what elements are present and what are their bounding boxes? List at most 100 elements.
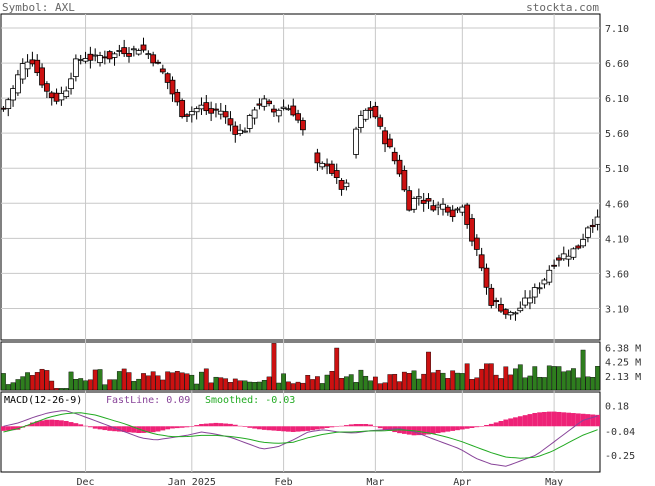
volume-bar	[508, 374, 514, 391]
macd-histogram-bar	[247, 426, 253, 428]
macd-histogram-bar	[382, 426, 388, 430]
volume-bar	[63, 388, 69, 391]
volume-bar	[556, 366, 562, 391]
candle-body	[362, 109, 369, 120]
volume-tick-label: 2.13 M	[605, 372, 641, 383]
macd-histogram-bar	[590, 414, 596, 427]
volume-bar	[174, 371, 180, 391]
candle-body	[213, 108, 219, 111]
macd-histogram-bar	[488, 423, 494, 427]
volume-bar	[484, 363, 489, 391]
volume-bar	[189, 374, 195, 391]
candle-body	[502, 309, 509, 315]
macd-histogram-bar	[232, 424, 238, 427]
candle-body	[87, 53, 94, 61]
candle-body	[328, 163, 335, 174]
macd-histogram-bar	[348, 424, 354, 427]
price-tick-label: 6.60	[605, 59, 629, 70]
candle-body	[464, 204, 471, 225]
candle-body	[589, 224, 596, 228]
volume-bar	[517, 364, 523, 391]
candle-body	[570, 248, 577, 258]
volume-bar	[358, 369, 364, 391]
candle-body	[39, 67, 45, 86]
volume-bar	[208, 382, 214, 391]
candle-body	[357, 115, 364, 128]
macd-histogram-bar	[107, 426, 113, 431]
candle-body	[246, 115, 253, 129]
volume-bar	[242, 380, 248, 391]
macd-histogram-bar	[295, 426, 301, 432]
macd-histogram-bar	[276, 426, 282, 431]
price-tick-label: 6.10	[605, 94, 629, 105]
macd-histogram-bar	[121, 426, 127, 432]
macd-histogram-bar	[141, 426, 146, 433]
volume-bar	[276, 382, 282, 391]
candle-body	[164, 73, 171, 83]
macd-histogram-bar	[78, 424, 84, 427]
macd-histogram-bar	[310, 426, 315, 431]
macd-histogram-bar	[556, 411, 562, 427]
candle-body	[382, 130, 388, 145]
macd-histogram-bar	[242, 426, 248, 427]
candle-body	[319, 162, 326, 168]
volume-bar	[532, 366, 538, 391]
volume-bar	[218, 377, 224, 391]
volume-bar	[1, 373, 6, 391]
volume-bar	[372, 376, 378, 391]
macd-histogram-bar	[131, 426, 137, 433]
volume-bar	[145, 375, 151, 391]
macd-histogram-bar	[537, 412, 543, 427]
candle-body	[440, 203, 446, 210]
macd-histogram-bar	[218, 423, 224, 427]
volume-bar	[498, 378, 504, 391]
candle-body	[58, 93, 65, 101]
macd-histogram-bar	[571, 413, 576, 427]
macd-histogram-bar	[329, 426, 335, 428]
macd-histogram-bar	[426, 426, 431, 435]
volume-bar	[271, 343, 277, 391]
candle-body	[386, 138, 393, 148]
candle-body	[145, 53, 152, 56]
candle-body	[155, 61, 161, 64]
volume-bar	[179, 372, 185, 391]
volume-bar	[102, 384, 108, 391]
macd-histogram-bar	[194, 425, 200, 427]
macd-histogram-bar	[513, 417, 518, 427]
volume-bar	[213, 376, 219, 391]
volume-bar	[232, 378, 238, 391]
volume-bar	[426, 351, 431, 391]
macd-histogram-bar	[527, 414, 533, 427]
volume-bar	[141, 373, 146, 391]
candle-body	[459, 206, 466, 213]
candle-body	[217, 110, 224, 115]
volume-bar	[310, 379, 315, 391]
volume-bar	[87, 379, 93, 391]
macd-histogram-bar	[421, 426, 427, 435]
volume-bar	[416, 378, 422, 391]
candle-body	[285, 108, 292, 111]
price-tick-label: 7.10	[605, 24, 629, 35]
macd-histogram-bar	[339, 425, 344, 427]
macd-histogram-bar	[10, 426, 16, 431]
macd-histogram-bar	[261, 426, 267, 430]
volume-bar	[493, 374, 499, 391]
macd-histogram-bar	[223, 423, 229, 427]
macd-histogram-bar	[83, 425, 88, 427]
candle-body	[116, 50, 123, 52]
macd-histogram-bar	[145, 426, 151, 433]
candle-body	[43, 83, 50, 92]
candle-body	[367, 107, 374, 111]
candle-body	[251, 109, 258, 119]
volume-bar	[15, 379, 21, 391]
candle-body	[53, 92, 60, 102]
volume-bar	[126, 372, 132, 391]
candle-body	[333, 170, 340, 179]
macd-smoothed-label: Smoothed: -0.03	[205, 395, 295, 406]
volume-bar	[20, 376, 26, 391]
volume-tick-label: 6.38 M	[605, 343, 641, 354]
macd-tick-label: -0.04	[605, 427, 635, 438]
macd-fast-line	[3, 410, 598, 467]
candle-body	[15, 74, 21, 94]
volume-bar	[131, 381, 137, 391]
